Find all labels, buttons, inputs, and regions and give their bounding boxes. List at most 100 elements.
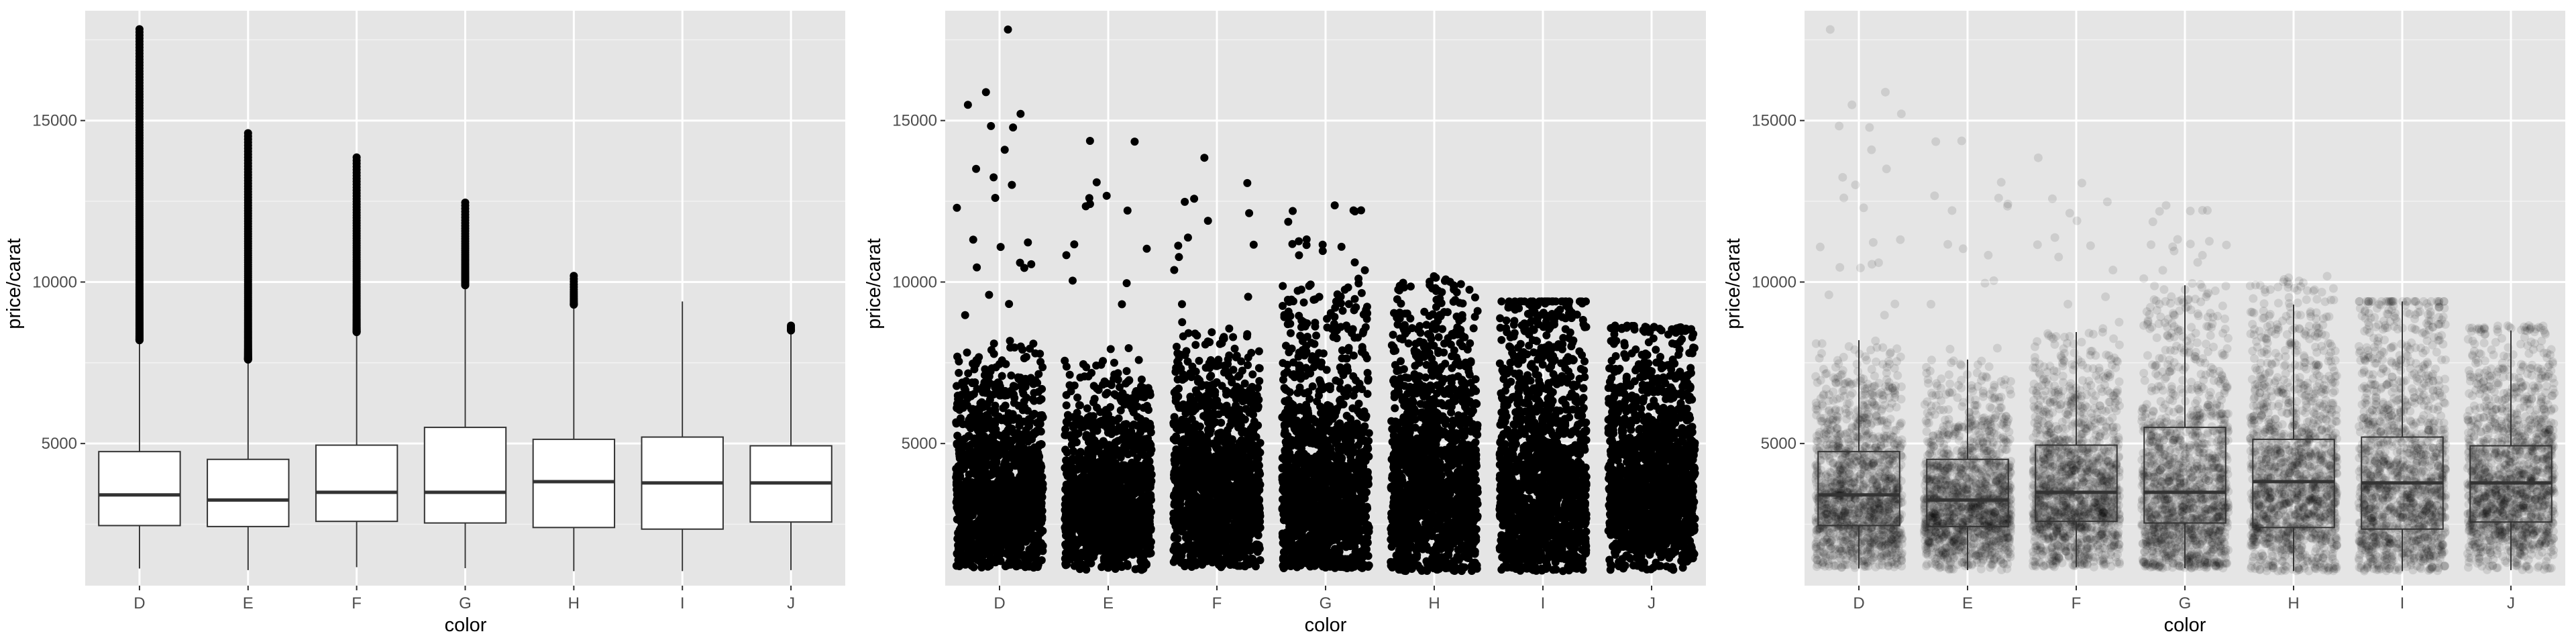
- data-point: [969, 563, 978, 572]
- data-point: [1009, 123, 1018, 132]
- data-point: [1067, 527, 1076, 536]
- data-point: [961, 508, 969, 517]
- data-point: [1178, 318, 1187, 327]
- data-point: [1237, 391, 1246, 400]
- data-point: [994, 550, 1002, 559]
- data-point: [1197, 534, 1205, 543]
- data-point: [1014, 516, 1022, 525]
- data-point: [1001, 386, 1010, 395]
- data-point: [1089, 545, 1097, 553]
- data-point: [1225, 351, 1234, 360]
- data-point: [1115, 446, 1124, 455]
- x-tick-label: D: [994, 594, 1005, 612]
- data-point: [1030, 396, 1038, 405]
- data-point: [963, 101, 972, 109]
- data-point: [1031, 349, 1040, 358]
- data-point: [1022, 393, 1031, 402]
- data-point: [1095, 458, 1104, 466]
- data-point: [1075, 451, 1083, 460]
- data-point: [1141, 502, 1150, 511]
- boxplot-E: [207, 129, 290, 570]
- data-point: [1232, 352, 1241, 360]
- data-point: [969, 235, 977, 244]
- data-point: [1180, 374, 1189, 382]
- data-point: [1085, 200, 1094, 209]
- data-point: [963, 348, 971, 357]
- data-point: [1095, 494, 1104, 503]
- data-point: [965, 470, 973, 479]
- data-point: [1197, 502, 1206, 511]
- data-point: [1206, 496, 1215, 505]
- data-point: [1025, 453, 1034, 462]
- data-point: [1201, 413, 1210, 422]
- data-point: [956, 465, 965, 474]
- data-point: [1220, 470, 1228, 478]
- y-tick-label: 5000: [42, 435, 77, 453]
- data-point: [1142, 402, 1151, 411]
- data-point: [1031, 376, 1040, 384]
- data-point: [1181, 351, 1189, 360]
- data-point: [1146, 537, 1155, 546]
- x-tick-label: I: [1541, 594, 1546, 612]
- data-point: [964, 431, 973, 440]
- data-point: [1200, 154, 1209, 162]
- data-point: [977, 398, 986, 407]
- x-tick-label: F: [1212, 594, 1222, 612]
- data-point: [979, 525, 988, 534]
- data-point: [956, 545, 965, 553]
- data-point: [956, 525, 965, 534]
- data-point: [1084, 503, 1093, 512]
- data-point: [1137, 375, 1146, 384]
- x-tick-label: G: [1320, 594, 1332, 612]
- data-point: [1176, 455, 1185, 464]
- data-point: [1248, 433, 1257, 441]
- data-point: [1202, 436, 1211, 445]
- data-point: [1208, 328, 1216, 337]
- y-axis-title-1: price/carat: [3, 238, 25, 329]
- marks-2: [952, 25, 1699, 576]
- data-point: [1177, 544, 1185, 553]
- data-point: [1197, 444, 1206, 453]
- data-point: [1229, 503, 1238, 512]
- data-point: [1118, 300, 1126, 309]
- data-point: [1011, 382, 1020, 391]
- data-point: [979, 388, 987, 397]
- data-point: [1244, 496, 1253, 505]
- data-point: [1128, 394, 1136, 402]
- data-point: [952, 478, 961, 487]
- data-point: [1196, 494, 1205, 502]
- data-point: [1016, 551, 1025, 559]
- data-point: [1015, 531, 1024, 540]
- data-point: [1198, 380, 1207, 389]
- data-point: [1095, 478, 1104, 486]
- data-point: [1231, 443, 1240, 452]
- data-point: [1175, 496, 1183, 504]
- marks-1: [98, 25, 833, 572]
- data-point: [997, 507, 1006, 516]
- data-point: [1142, 458, 1150, 466]
- data-point: [1037, 502, 1046, 511]
- data-point: [1174, 384, 1183, 393]
- data-point: [998, 537, 1007, 546]
- data-point: [1177, 558, 1185, 567]
- data-point: [1124, 344, 1133, 353]
- data-point: [1175, 470, 1183, 478]
- data-point: [961, 537, 969, 545]
- data-point: [973, 452, 981, 461]
- data-point: [1215, 486, 1224, 495]
- data-point: [1062, 401, 1071, 410]
- data-point: [1063, 448, 1071, 457]
- data-point: [1020, 264, 1028, 272]
- data-point: [1110, 527, 1118, 535]
- data-point: [1102, 191, 1111, 200]
- data-point: [1077, 519, 1085, 527]
- data-point: [1010, 525, 1018, 533]
- outlier-point: [244, 129, 252, 138]
- data-point: [1106, 402, 1115, 411]
- data-point: [981, 88, 990, 97]
- data-point: [1206, 426, 1215, 435]
- data-point: [993, 447, 1002, 455]
- data-point: [1195, 356, 1203, 365]
